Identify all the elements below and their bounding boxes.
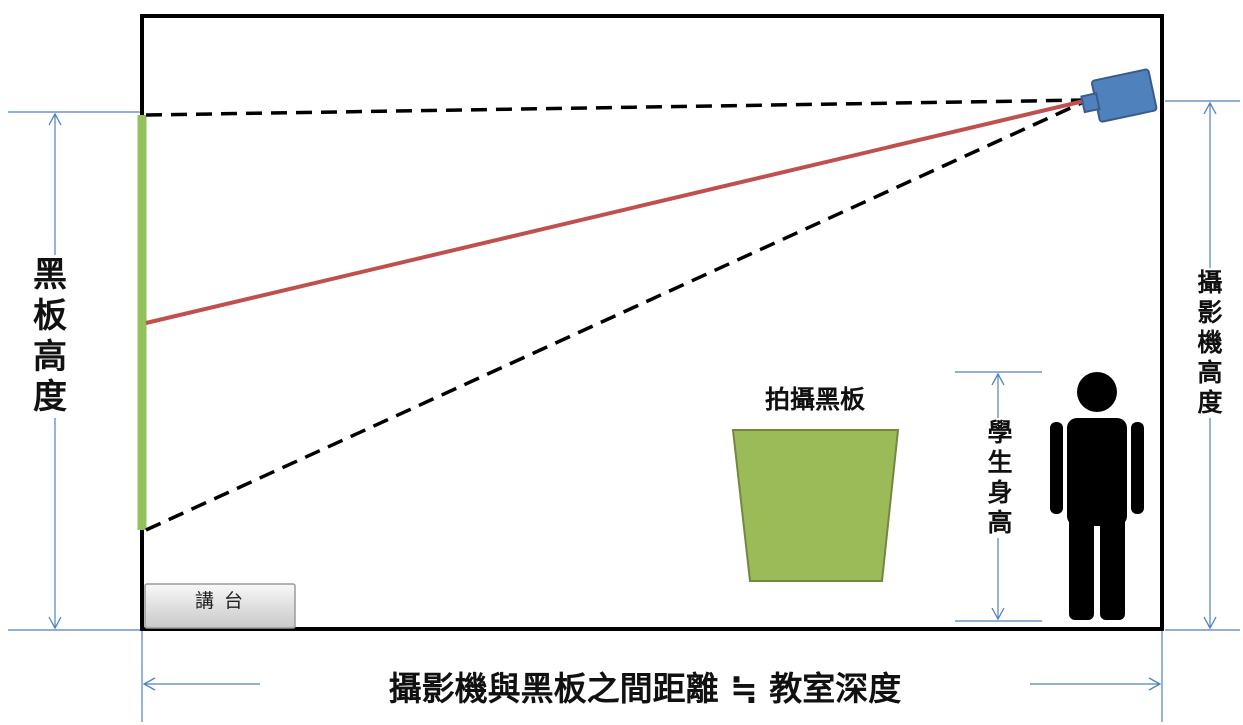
blackboard-height-label: 黑 板 高 度 xyxy=(22,255,78,419)
blackboard-height-char: 板 xyxy=(33,295,67,336)
person-icon xyxy=(1050,372,1144,620)
camera-height-char: 影 xyxy=(1197,298,1223,327)
student-height-char: 高 xyxy=(987,508,1013,537)
view-line-top xyxy=(145,98,1089,117)
view-line-center xyxy=(145,98,1089,325)
capture-target-shape xyxy=(731,429,900,582)
camera-height-char: 攝 xyxy=(1197,268,1223,297)
camera-icon xyxy=(1080,68,1158,123)
student-height-char: 學 xyxy=(987,418,1013,447)
blackboard-height-char: 度 xyxy=(33,377,67,418)
blackboard-height-char: 黑 xyxy=(33,255,67,295)
camera-height-char: 度 xyxy=(1197,388,1223,417)
camera-height-char: 高 xyxy=(1197,358,1223,387)
capture-target-label: 拍攝黑板 xyxy=(764,385,865,414)
student-height-char: 生 xyxy=(987,448,1013,477)
podium xyxy=(144,583,296,629)
dimension-guides xyxy=(8,100,1240,722)
camera-height-char: 機 xyxy=(1197,328,1223,357)
podium-label: 講 台 xyxy=(194,590,246,612)
distance-equation-label: 攝影機與黑板之間距離 ≒ 教室深度 xyxy=(260,662,1030,710)
camera-height-label: 攝 影 機 高 度 xyxy=(1192,268,1228,418)
student-height-label: 學 生 身 高 xyxy=(982,418,1018,538)
blackboard-height-char: 高 xyxy=(33,336,67,377)
student-height-char: 身 xyxy=(987,478,1013,507)
view-line-bottom xyxy=(145,98,1089,532)
